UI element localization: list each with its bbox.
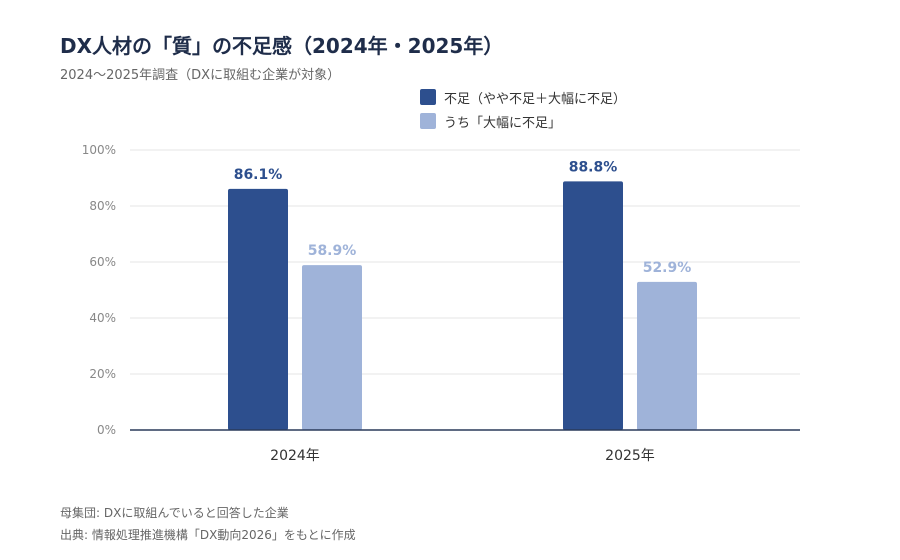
legend-label-severe-shortage: うち「大幅に不足」 bbox=[444, 115, 562, 131]
y-tick-label: 60% bbox=[89, 255, 116, 269]
y-tick-label: 0% bbox=[97, 423, 116, 437]
y-tick-label: 80% bbox=[89, 199, 116, 213]
bar bbox=[563, 181, 623, 430]
source-note: 出典: 情報処理推進機構「DX動向2026」をもとに作成 bbox=[60, 528, 356, 542]
legend-swatch-severe-shortage bbox=[420, 113, 436, 129]
data-label: 88.8% bbox=[569, 159, 618, 175]
x-tick-label: 2025年 bbox=[605, 448, 655, 464]
chart-subtitle: 2024〜2025年調査（DXに取組む企業が対象） bbox=[60, 68, 341, 83]
y-tick-label: 20% bbox=[89, 367, 116, 381]
y-tick-label: 40% bbox=[89, 311, 116, 325]
data-label: 86.1% bbox=[234, 167, 283, 183]
legend-label-shortage: 不足（やや不足＋大幅に不足） bbox=[444, 91, 627, 107]
y-tick-label: 100% bbox=[82, 143, 116, 157]
data-label: 52.9% bbox=[643, 260, 692, 276]
bar bbox=[302, 265, 362, 430]
legend-swatch-shortage bbox=[420, 89, 436, 105]
bar bbox=[637, 281, 697, 430]
legend-item-shortage: 不足（やや不足＋大幅に不足） bbox=[420, 86, 626, 108]
data-label: 58.9% bbox=[308, 243, 357, 259]
footnotes: 母集団: DXに取組んでいると回答した企業 出典: 情報処理推進機構「DX動向2… bbox=[60, 502, 356, 546]
x-tick-label: 2024年 bbox=[270, 448, 320, 464]
chart-title: DX人材の「質」の不足感（2024年・2025年） bbox=[60, 34, 504, 58]
legend: 不足（やや不足＋大幅に不足） うち「大幅に不足」 bbox=[420, 86, 626, 134]
legend-item-severe-shortage: うち「大幅に不足」 bbox=[420, 110, 626, 132]
population-note: 母集団: DXに取組んでいると回答した企業 bbox=[60, 506, 289, 520]
bar bbox=[228, 188, 288, 430]
